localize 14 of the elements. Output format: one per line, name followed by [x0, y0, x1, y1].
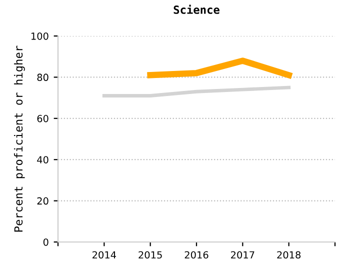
x-tick-label: 2018	[277, 251, 301, 259]
x-tick-label: 2017	[231, 251, 254, 259]
x-tick-label: 2016	[184, 251, 208, 259]
chart-title: Science	[174, 4, 220, 14]
line-series	[102, 86, 291, 98]
y-tick-label: 80	[37, 74, 48, 82]
y-tick-label: 0	[43, 238, 48, 246]
y-tick-label: 20	[37, 197, 48, 205]
y-axis-title: Percent proficient or higher	[14, 46, 25, 232]
y-tick-label: 60	[37, 114, 48, 122]
x-tick-label: 2015	[138, 251, 162, 259]
x-tick-label: 2014	[92, 251, 116, 259]
y-tick-label: 40	[37, 156, 48, 164]
y-tick-label: 100	[31, 32, 48, 40]
